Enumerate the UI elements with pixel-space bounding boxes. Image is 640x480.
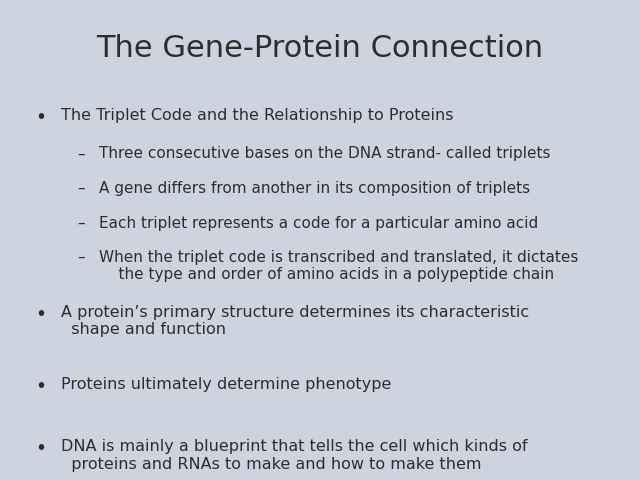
- Text: •: •: [35, 439, 46, 458]
- Text: DNA is mainly a blueprint that tells the cell which kinds of
  proteins and RNAs: DNA is mainly a blueprint that tells the…: [61, 439, 527, 471]
- Text: When the triplet code is transcribed and translated, it dictates
    the type an: When the triplet code is transcribed and…: [99, 250, 579, 282]
- Text: –: –: [77, 250, 84, 265]
- Text: –: –: [77, 216, 84, 230]
- Text: –: –: [77, 146, 84, 161]
- Text: The Gene-Protein Connection: The Gene-Protein Connection: [97, 34, 543, 62]
- Text: Each triplet represents a code for a particular amino acid: Each triplet represents a code for a par…: [99, 216, 538, 230]
- Text: –: –: [77, 181, 84, 196]
- Text: A gene differs from another in its composition of triplets: A gene differs from another in its compo…: [99, 181, 531, 196]
- Text: •: •: [35, 377, 46, 396]
- Text: A protein’s primary structure determines its characteristic
  shape and function: A protein’s primary structure determines…: [61, 305, 529, 337]
- Text: •: •: [35, 305, 46, 324]
- Text: The Triplet Code and the Relationship to Proteins: The Triplet Code and the Relationship to…: [61, 108, 453, 123]
- Text: •: •: [35, 108, 46, 127]
- Text: Proteins ultimately determine phenotype: Proteins ultimately determine phenotype: [61, 377, 391, 392]
- Text: Three consecutive bases on the DNA strand- called triplets: Three consecutive bases on the DNA stran…: [99, 146, 550, 161]
